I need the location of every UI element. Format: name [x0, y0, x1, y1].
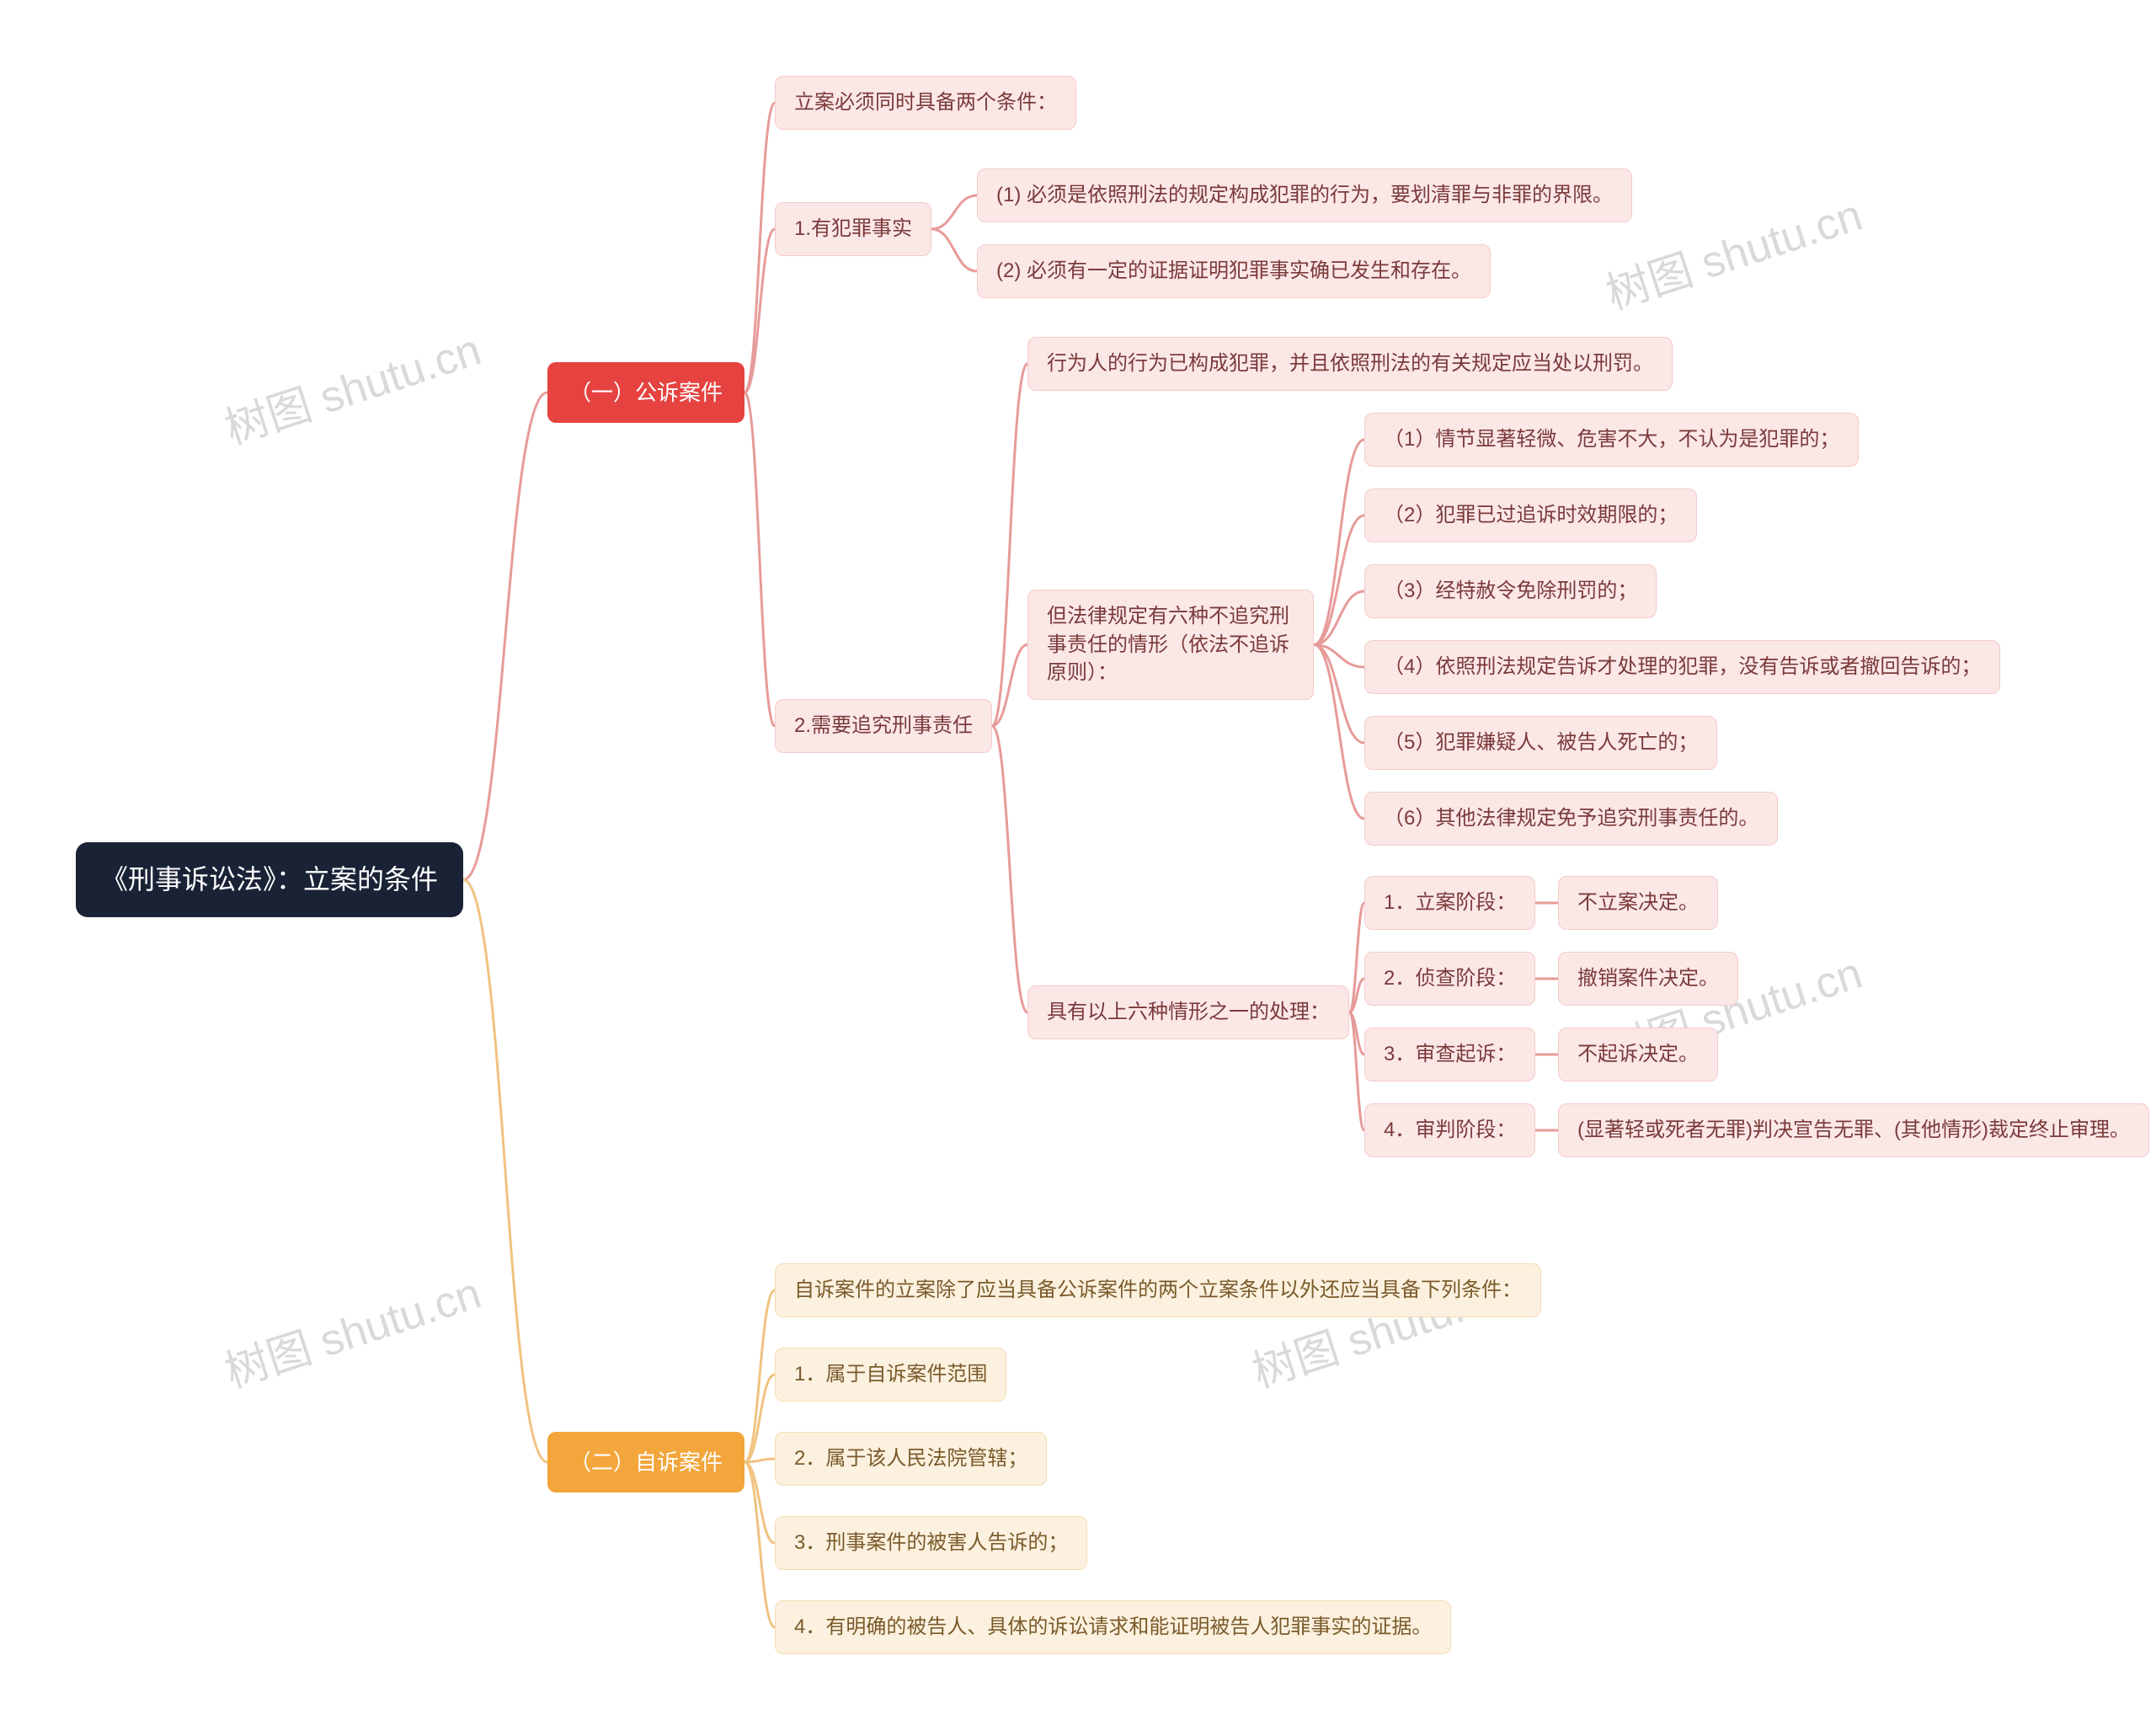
- connector: [744, 103, 775, 392]
- node-label: 撤销案件决定。: [1577, 964, 1719, 993]
- node-label: （一）公诉案件: [569, 377, 723, 408]
- node-b2c2: 2．属于该人民法院管辖；: [775, 1432, 1047, 1486]
- node-label: 立案必须同时具备两个条件：: [794, 88, 1057, 117]
- node-b1: （一）公诉案件: [547, 362, 744, 423]
- node-b1c2b4: （4）依照刑法规定告诉才处理的犯罪，没有告诉或者撤回告诉的；: [1364, 640, 2000, 694]
- node-b2c1: 1．属于自诉案件范围: [775, 1348, 1006, 1402]
- connector: [992, 364, 1027, 726]
- node-label: 3．刑事案件的被害人告诉的；: [794, 1529, 1068, 1557]
- connector: [931, 195, 977, 229]
- node-b1c2c1: 1．立案阶段：: [1364, 876, 1535, 930]
- connector: [1314, 440, 1364, 645]
- node-b1c2b1: （1）情节显著轻微、危害不大，不认为是犯罪的；: [1364, 413, 1859, 467]
- node-b2c3: 3．刑事案件的被害人告诉的；: [775, 1516, 1087, 1570]
- node-label: 但法律规定有六种不追究刑事责任的情形（依法不追诉原则）：: [1047, 602, 1294, 687]
- node-label: （5）犯罪嫌疑人、被告人死亡的；: [1384, 729, 1698, 757]
- node-label: 4．审判阶段：: [1384, 1116, 1516, 1145]
- node-b1c0: 立案必须同时具备两个条件：: [775, 76, 1076, 130]
- node-label: 3．审查起诉：: [1384, 1040, 1516, 1069]
- node-label: 行为人的行为已构成犯罪，并且依照刑法的有关规定应当处以刑罚。: [1047, 350, 1653, 378]
- node-label: （1）情节显著轻微、危害不大，不认为是犯罪的；: [1384, 425, 1839, 454]
- node-label: 《刑事诉讼法》：立案的条件: [101, 861, 438, 899]
- node-label: （4）依照刑法规定告诉才处理的犯罪，没有告诉或者撤回告诉的；: [1384, 653, 1981, 681]
- node-b1c2c3a: 不起诉决定。: [1558, 1028, 1718, 1081]
- node-label: 自诉案件的立案除了应当具备公诉案件的两个立案条件以外还应当具备下列条件：: [794, 1276, 1522, 1305]
- connector: [931, 229, 977, 271]
- node-label: 不起诉决定。: [1577, 1040, 1699, 1069]
- node-b1c2c2: 2．侦查阶段：: [1364, 952, 1535, 1006]
- node-b1c1: 1.有犯罪事实: [775, 202, 931, 256]
- node-b1c2c1a: 不立案决定。: [1558, 876, 1718, 930]
- node-b1c2c4: 4．审判阶段：: [1364, 1103, 1535, 1157]
- node-label: (显著轻或死者无罪)判决宣告无罪、(其他情形)裁定终止审理。: [1577, 1116, 2130, 1145]
- connector: [463, 392, 547, 880]
- node-label: 1．属于自诉案件范围: [794, 1360, 987, 1389]
- node-b1c2c4a: (显著轻或死者无罪)判决宣告无罪、(其他情形)裁定终止审理。: [1558, 1103, 2149, 1157]
- connector: [992, 726, 1027, 1012]
- node-b2: （二）自诉案件: [547, 1432, 744, 1492]
- connector: [744, 1462, 775, 1627]
- node-label: 2．侦查阶段：: [1384, 964, 1516, 993]
- connector: [744, 1462, 775, 1543]
- node-label: （6）其他法律规定免予追究刑事责任的。: [1384, 804, 1758, 833]
- node-b1c2: 2.需要追究刑事责任: [775, 699, 992, 753]
- node-b1c1a: (1) 必须是依照刑法的规定构成犯罪的行为，要划清罪与非罪的界限。: [977, 168, 1632, 222]
- node-label: （3）经特赦令免除刑罚的；: [1384, 577, 1637, 606]
- node-root: 《刑事诉讼法》：立案的条件: [76, 842, 463, 917]
- node-label: 具有以上六种情形之一的处理：: [1047, 998, 1330, 1027]
- node-b1c2b5: （5）犯罪嫌疑人、被告人死亡的；: [1364, 716, 1717, 770]
- node-label: 1.有犯罪事实: [794, 215, 912, 243]
- connector: [744, 392, 775, 726]
- node-b1c1b: (2) 必须有一定的证据证明犯罪事实确已发生和存在。: [977, 244, 1491, 298]
- node-label: 2.需要追究刑事责任: [794, 712, 973, 740]
- node-label: （2）犯罪已过追诉时效期限的；: [1384, 501, 1678, 530]
- node-b1c2c: 具有以上六种情形之一的处理：: [1027, 985, 1349, 1039]
- node-label: 1．立案阶段：: [1384, 889, 1516, 917]
- node-b1c2b2: （2）犯罪已过追诉时效期限的；: [1364, 489, 1697, 542]
- node-b1c2b6: （6）其他法律规定免予追究刑事责任的。: [1364, 792, 1778, 846]
- node-b1c2b3: （3）经特赦令免除刑罚的；: [1364, 564, 1657, 618]
- node-label: 2．属于该人民法院管辖；: [794, 1444, 1027, 1473]
- node-label: (1) 必须是依照刑法的规定构成犯罪的行为，要划清罪与非罪的界限。: [996, 181, 1613, 210]
- node-label: (2) 必须有一定的证据证明犯罪事实确已发生和存在。: [996, 257, 1471, 286]
- connector: [1314, 645, 1364, 820]
- connector: [463, 880, 547, 1463]
- node-b1c2a: 行为人的行为已构成犯罪，并且依照刑法的有关规定应当处以刑罚。: [1027, 337, 1673, 391]
- node-b1c2c3: 3．审查起诉：: [1364, 1028, 1535, 1081]
- node-b2c4: 4．有明确的被告人、具体的诉讼请求和能证明被告人犯罪事实的证据。: [775, 1600, 1451, 1654]
- node-b1c2b: 但法律规定有六种不追究刑事责任的情形（依法不追诉原则）：: [1027, 590, 1314, 700]
- node-b1c2c2a: 撤销案件决定。: [1558, 952, 1738, 1006]
- node-b2c0: 自诉案件的立案除了应当具备公诉案件的两个立案条件以外还应当具备下列条件：: [775, 1263, 1541, 1317]
- node-label: 4．有明确的被告人、具体的诉讼请求和能证明被告人犯罪事实的证据。: [794, 1613, 1432, 1642]
- node-label: 不立案决定。: [1577, 889, 1699, 917]
- node-label: （二）自诉案件: [569, 1447, 723, 1477]
- mindmap-canvas: 树图 shutu.cn树图 shutu.cn树图 shutu.cn树图 shut…: [0, 0, 2156, 1730]
